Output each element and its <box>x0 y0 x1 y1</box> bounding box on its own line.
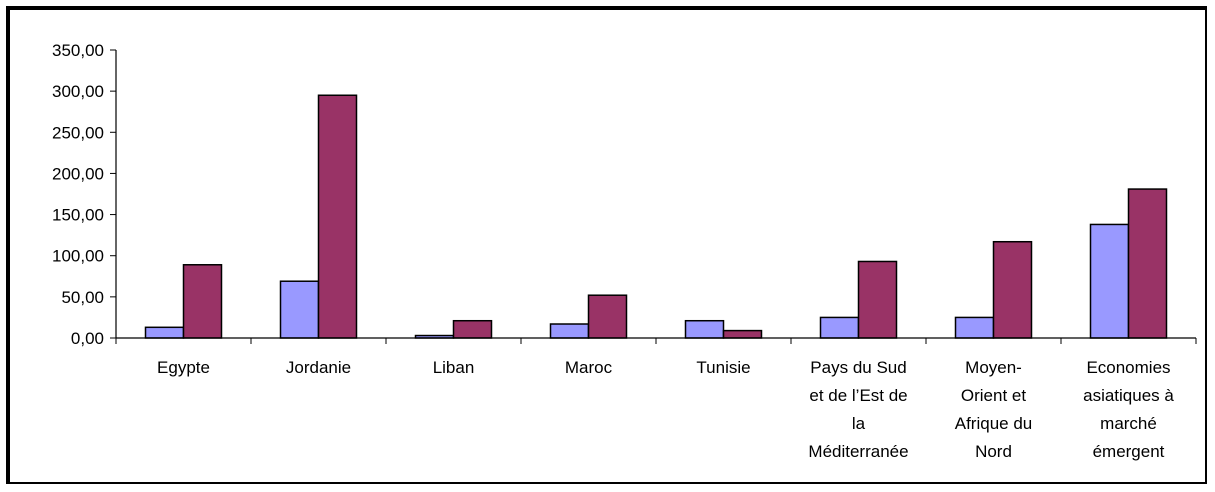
x-tick-label: Maroc <box>565 358 613 377</box>
bar-series-1 <box>144 326 185 339</box>
x-axis-labels: Egypte Jordanie Liban Maroc Tunisie Pays du S… <box>157 358 1174 461</box>
bar-series-2 <box>722 329 763 339</box>
y-tick-label: 200,00 <box>52 164 104 183</box>
x-tick-label: Jordanie <box>286 358 351 377</box>
bar-series-2 <box>992 240 1033 339</box>
x-tick-label: Moyen-Orient et Afrique du Nord <box>955 358 1033 461</box>
y-tick-label: 150,00 <box>52 206 104 225</box>
bar-series-2 <box>857 260 898 339</box>
y-tick-label: 50,00 <box>61 288 104 307</box>
y-tick-label: 0,00 <box>71 329 104 348</box>
bar-series-1 <box>684 319 725 339</box>
bar-series-2 <box>587 294 628 339</box>
x-tick-label: Pays du Sud et de l’Est de la Méditerranée <box>808 358 908 461</box>
y-tick-label: 350,00 <box>52 41 104 60</box>
y-tick-label: 100,00 <box>52 247 104 266</box>
bar-series-2 <box>182 264 223 339</box>
y-tick-label: 300,00 <box>52 82 104 101</box>
x-tick-label: Liban <box>433 358 475 377</box>
bar-series-1 <box>819 316 860 339</box>
bar-series-2 <box>317 94 358 339</box>
bar-series-1 <box>1089 223 1130 339</box>
bars <box>144 94 1168 339</box>
y-tick-label: 250,00 <box>52 123 104 142</box>
bar-series-2 <box>1127 188 1168 339</box>
bar-series-1 <box>279 280 320 339</box>
x-tick-label: Egypte <box>157 358 210 377</box>
x-tick-label: Tunisie <box>696 358 750 377</box>
y-axis-ticks: 0,00 50,00 100,00 150,00 200,00 250,00 300,00 3… <box>52 41 116 348</box>
axes <box>115 50 1197 344</box>
bar-series-1 <box>954 316 995 339</box>
x-tick-label: Economies asiatiques à marché émergent <box>1083 358 1174 461</box>
bar-series-1 <box>549 323 590 339</box>
bar-series-2 <box>452 319 493 339</box>
